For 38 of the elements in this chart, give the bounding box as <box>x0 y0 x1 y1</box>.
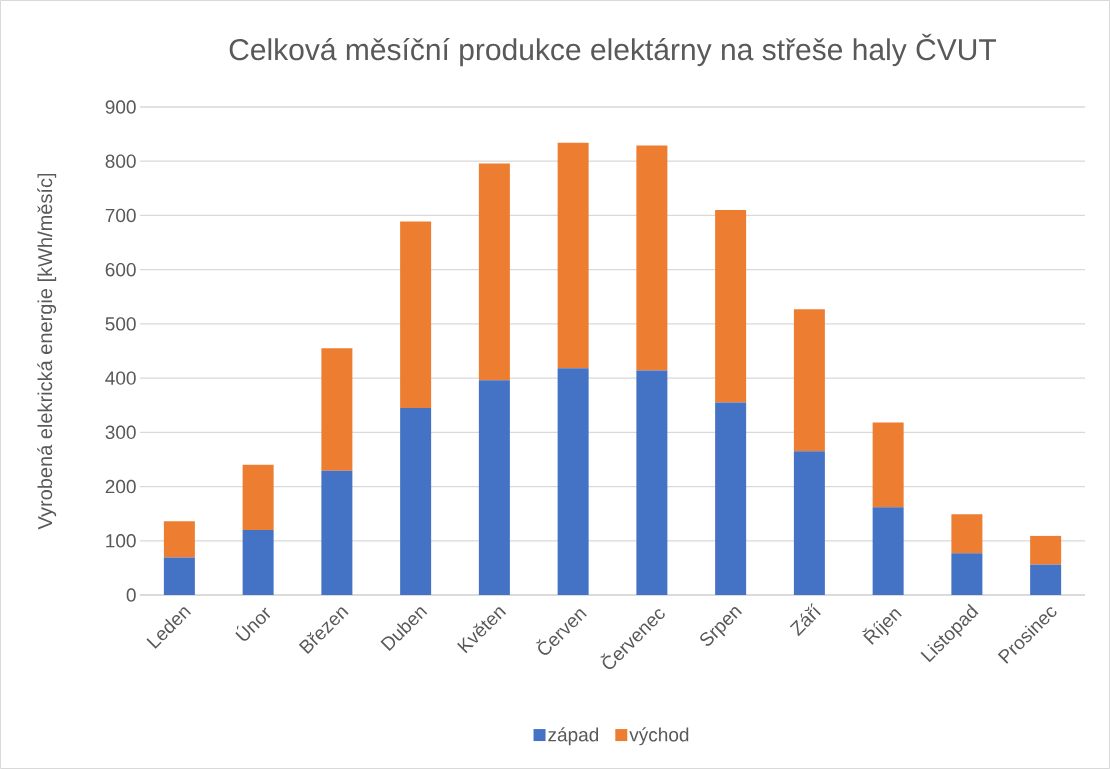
bar <box>321 470 353 595</box>
bar <box>163 521 195 558</box>
bar <box>951 553 983 595</box>
bar <box>715 402 747 595</box>
y-tick-label: 700 <box>105 208 136 223</box>
y-tick-label: 400 <box>105 371 136 385</box>
bar <box>321 348 353 471</box>
bar <box>400 221 432 408</box>
y-tick-label: 100 <box>106 534 136 548</box>
y-axis-title: Vyrobená elekrická energie [kWh/měsíc] <box>37 173 57 530</box>
bar <box>478 163 510 381</box>
bar <box>478 380 510 595</box>
bar <box>557 142 589 369</box>
y-tick-label: 800 <box>105 154 136 168</box>
bar <box>951 514 983 554</box>
y-tick-label: 900 <box>105 100 136 114</box>
bar <box>242 529 274 595</box>
bar <box>400 407 432 595</box>
y-tick-label: 200 <box>105 479 136 494</box>
y-tick-label: 500 <box>105 317 136 331</box>
bar <box>793 451 825 595</box>
bar <box>715 210 747 403</box>
bar <box>872 507 904 595</box>
y-tick-label: 600 <box>105 262 136 277</box>
y-tick-label: 300 <box>105 425 136 440</box>
bar <box>636 145 668 371</box>
bar <box>557 368 589 595</box>
legend-label: východ <box>629 727 689 746</box>
bar <box>1030 535 1062 565</box>
bar <box>1030 564 1062 595</box>
bar <box>242 464 274 530</box>
bar <box>872 422 904 508</box>
legend-label: západ <box>548 727 599 746</box>
bar <box>636 370 668 595</box>
chart-title: Celková měsíční produkce elektárny na střeše haly ČVUT <box>229 33 997 67</box>
bar <box>163 557 195 595</box>
bar <box>793 309 825 452</box>
y-tick-label: 0 <box>126 588 136 602</box>
